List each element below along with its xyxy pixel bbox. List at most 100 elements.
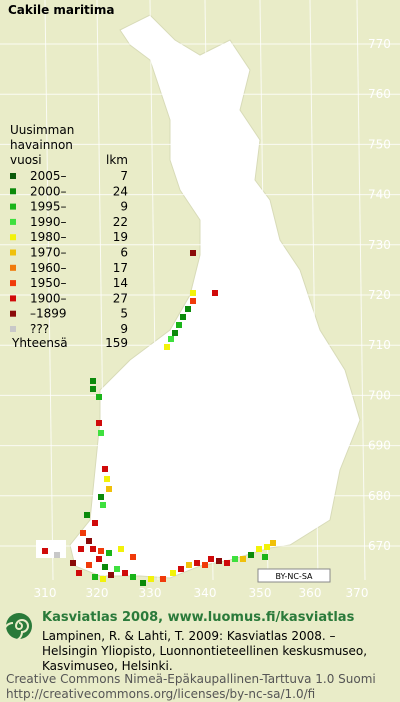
footer-heading: Kasviatlas 2008, www.luomus.fi/kasviatla…	[42, 610, 355, 625]
record-cell	[102, 564, 108, 570]
record-cell	[178, 566, 184, 572]
record-cell	[84, 512, 90, 518]
grid-line	[96, 0, 106, 581]
record-cell	[256, 546, 262, 552]
finland-outline	[69, 14, 361, 579]
legend-heading: havainnon	[10, 138, 73, 152]
grid-line	[149, 0, 159, 581]
legend-label: 1950–	[30, 276, 67, 290]
legend-swatch	[10, 188, 16, 195]
citation: Helsingin Yliopisto, Luonnontieteellinen…	[42, 644, 367, 658]
record-cell	[42, 548, 48, 554]
record-cell	[130, 574, 136, 580]
legend-label: ???	[30, 322, 49, 336]
legend-count: 6	[120, 246, 128, 260]
legend-label: 1995–	[30, 200, 67, 214]
record-cell	[96, 394, 102, 400]
record-cell	[122, 570, 128, 576]
record-cell	[118, 546, 124, 552]
record-cell	[186, 562, 192, 568]
legend-count-heading: lkm	[106, 153, 128, 167]
logo	[3, 613, 32, 642]
record-cell	[70, 560, 76, 566]
license-url: http://creativecommons.org/licenses/by-n…	[6, 687, 315, 701]
record-cell	[54, 552, 60, 558]
aland-islands	[36, 540, 66, 558]
y-grid-label: 700	[368, 388, 391, 402]
record-cell	[264, 544, 270, 550]
y-grid-label: 730	[368, 238, 391, 252]
record-cell	[76, 570, 82, 576]
legend-count: 17	[113, 261, 128, 275]
record-cell	[185, 306, 191, 312]
x-grid-label: 360	[299, 586, 322, 600]
record-cell	[80, 530, 86, 536]
legend-count: 27	[113, 291, 128, 305]
y-grid-label: 670	[368, 539, 391, 553]
citation: Kasvimuseo, Helsinki.	[42, 659, 173, 673]
legend-label: 2005–	[30, 169, 67, 183]
legend-count: 24	[113, 184, 128, 198]
record-cell	[96, 420, 102, 426]
legend-swatch	[10, 310, 16, 317]
grid-line	[44, 0, 54, 581]
y-grid-label: 680	[368, 489, 391, 503]
record-cell	[148, 576, 154, 582]
record-cell	[212, 290, 218, 296]
legend-count: 9	[120, 322, 128, 336]
record-cell	[98, 494, 104, 500]
y-grid-label: 750	[368, 137, 391, 151]
record-cell	[86, 538, 92, 544]
record-cell	[92, 574, 98, 580]
grid-line	[309, 0, 319, 581]
y-grid-label: 690	[368, 439, 391, 453]
y-grid-label: 760	[368, 87, 391, 101]
legend-label: 1980–	[30, 230, 67, 244]
legend-count: 22	[113, 215, 128, 229]
legend-swatch	[10, 280, 16, 287]
grid: 770 760 750 740 730 720 710 700 690 680 670 310 320 3…	[0, 0, 400, 600]
record-cell	[170, 570, 176, 576]
legend-count: 14	[113, 276, 128, 290]
record-cell	[176, 322, 182, 328]
legend-heading: vuosi	[10, 153, 42, 167]
legend-heading: Uusimman	[10, 123, 74, 137]
record-cell	[90, 546, 96, 552]
y-grid-label: 710	[368, 338, 391, 352]
record-cell	[104, 476, 110, 482]
record-cell	[262, 554, 268, 560]
title: Cakile maritima	[8, 3, 115, 17]
record-cell	[140, 580, 146, 586]
record-cell	[168, 336, 174, 342]
legend-swatch	[10, 326, 16, 332]
legend-count: 5	[120, 307, 128, 321]
records	[42, 250, 276, 586]
record-cell	[96, 556, 102, 562]
grid-line	[204, 0, 214, 581]
record-cell	[190, 290, 196, 296]
x-grid-label: 340	[194, 586, 217, 600]
total-count: 159	[105, 336, 128, 350]
record-cell	[172, 330, 178, 336]
legend-count: 7	[120, 169, 128, 183]
legend-label: 1990–	[30, 215, 67, 229]
record-cell	[90, 378, 96, 384]
record-cell	[98, 430, 104, 436]
record-cell	[180, 314, 186, 320]
legend-swatch	[10, 203, 16, 210]
total-label: Yhteensä	[11, 336, 68, 350]
legend-label: 1960–	[30, 261, 67, 275]
record-cell	[102, 466, 108, 472]
record-cell	[190, 298, 196, 304]
record-cell	[208, 556, 214, 562]
legend-swatch	[10, 234, 16, 241]
record-cell	[92, 520, 98, 526]
record-cell	[190, 250, 196, 256]
license-badge	[257, 568, 331, 583]
record-cell	[232, 556, 238, 562]
legend-swatch	[10, 264, 16, 271]
x-grid-label: 370	[346, 586, 369, 600]
y-grid-label: 770	[368, 37, 391, 51]
y-grid-label: 740	[368, 188, 391, 202]
